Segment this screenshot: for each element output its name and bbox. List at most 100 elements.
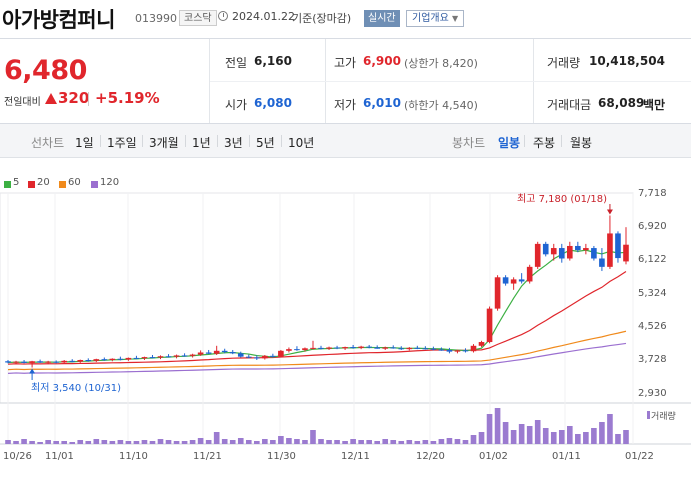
prev-day-label: 전일대비 bbox=[4, 97, 41, 108]
divider bbox=[561, 135, 562, 147]
candle-body bbox=[213, 350, 220, 354]
volume-bar bbox=[398, 441, 405, 444]
tab-candle-chart[interactable]: 봉차트 bbox=[452, 136, 486, 150]
volume-bar bbox=[133, 441, 140, 444]
market-badge: 코스닥 bbox=[179, 10, 217, 26]
volume-bars bbox=[5, 408, 629, 444]
tab-1day[interactable]: 1일 bbox=[75, 136, 94, 150]
volume-bar bbox=[157, 439, 164, 444]
candle-body bbox=[29, 361, 35, 363]
candlestick-chart[interactable] bbox=[0, 158, 691, 477]
legend-60: 60 bbox=[68, 177, 81, 188]
candle-body bbox=[173, 355, 180, 357]
volume-bar bbox=[494, 408, 501, 444]
volume-bar bbox=[591, 428, 597, 444]
volume-value: 10,418,504 bbox=[589, 54, 665, 68]
header-divider bbox=[0, 38, 691, 39]
chart-tabs: 선차트 1일 1주일 3개월 1년 3년 5년 10년 봉차트 일봉 주봉 월봉 bbox=[0, 124, 691, 158]
candle-body bbox=[262, 355, 268, 359]
candle-body bbox=[478, 342, 485, 346]
candle-body bbox=[502, 277, 509, 284]
tab-1year[interactable]: 1년 bbox=[192, 136, 211, 150]
ma120-line bbox=[7, 342, 627, 374]
volume-legend: 거래량 bbox=[651, 412, 676, 422]
volume-bar bbox=[221, 439, 228, 444]
tab-1week[interactable]: 1주일 bbox=[107, 136, 137, 150]
quote-basis: 기준(장마감) bbox=[292, 12, 352, 25]
volume-bar bbox=[253, 441, 260, 444]
candle-body bbox=[446, 349, 453, 352]
legend-swatch-120 bbox=[91, 181, 98, 188]
candle-body bbox=[117, 358, 124, 360]
candle-body bbox=[406, 347, 413, 350]
volume-bar bbox=[342, 441, 348, 444]
volume-bar bbox=[518, 424, 525, 444]
tab-line-chart[interactable]: 선차트 bbox=[31, 136, 65, 150]
price-change-pct: +5.19% bbox=[95, 89, 160, 107]
tab-10year[interactable]: 10년 bbox=[288, 136, 315, 150]
candle-body bbox=[494, 277, 501, 309]
volume-bar bbox=[205, 440, 212, 444]
volume-bar bbox=[462, 440, 469, 444]
divider bbox=[217, 135, 218, 147]
candle-body bbox=[526, 266, 533, 282]
tab-3year[interactable]: 3년 bbox=[224, 136, 243, 150]
candle-body bbox=[366, 346, 372, 348]
low-label: 저가 bbox=[334, 98, 357, 112]
volume-bar bbox=[406, 440, 413, 444]
clock-icon bbox=[218, 11, 228, 21]
tab-3month[interactable]: 3개월 bbox=[149, 136, 179, 150]
candle-body bbox=[294, 349, 300, 351]
volume-bar bbox=[85, 441, 92, 444]
company-info-dropdown[interactable]: 기업개요 ▼ bbox=[406, 10, 465, 27]
divider bbox=[281, 135, 282, 147]
volume-bar bbox=[550, 432, 557, 444]
candle-body bbox=[430, 348, 437, 350]
tab-weekly[interactable]: 주봉 bbox=[533, 136, 556, 150]
volume-bar bbox=[470, 435, 477, 444]
legend-20: 20 bbox=[37, 177, 50, 188]
open-label: 시가 bbox=[225, 98, 248, 112]
candle-body bbox=[109, 358, 116, 361]
volume-bar bbox=[430, 441, 437, 444]
candle-body bbox=[13, 361, 19, 363]
candle-body bbox=[350, 347, 356, 349]
volume-bar bbox=[286, 438, 292, 444]
volume-bar bbox=[61, 441, 68, 444]
legend-swatch-60 bbox=[59, 181, 66, 188]
company-name[interactable]: 아가방컴퍼니 bbox=[2, 8, 115, 32]
volume-bar bbox=[125, 441, 132, 444]
open-value: 6,080 bbox=[254, 96, 292, 110]
candle-body bbox=[486, 308, 493, 343]
volume-bar bbox=[358, 440, 364, 444]
y-tick: 4,526 bbox=[638, 321, 667, 332]
volume-bar bbox=[478, 432, 485, 444]
volume-bar bbox=[390, 440, 397, 444]
price-change: 320 bbox=[58, 89, 90, 107]
divider bbox=[210, 81, 691, 82]
candle-body bbox=[93, 359, 100, 361]
volume-bar bbox=[615, 434, 621, 444]
tab-5year[interactable]: 5년 bbox=[256, 136, 275, 150]
candle-body bbox=[623, 244, 629, 262]
volume-bar bbox=[13, 441, 19, 444]
ma60-line bbox=[7, 330, 627, 371]
chevron-down-icon: ▼ bbox=[452, 14, 459, 23]
candle-body bbox=[438, 349, 445, 351]
volume-bar bbox=[45, 440, 51, 444]
tab-monthly[interactable]: 월봉 bbox=[570, 136, 593, 150]
candle-body bbox=[470, 345, 477, 352]
volume-bar bbox=[69, 442, 76, 444]
volume-bar bbox=[181, 441, 188, 444]
candle-body bbox=[334, 347, 340, 349]
volume-bar bbox=[350, 439, 356, 444]
x-tick: 11/30 bbox=[267, 451, 296, 462]
candle-body bbox=[237, 353, 244, 357]
prev-close-value: 6,160 bbox=[254, 54, 292, 68]
up-arrow-icon bbox=[45, 93, 57, 104]
realtime-button[interactable]: 실시간 bbox=[364, 10, 400, 27]
volume-bar bbox=[438, 439, 445, 444]
tab-daily[interactable]: 일봉 bbox=[498, 136, 521, 150]
volume-bar bbox=[558, 430, 565, 444]
volume-bar bbox=[278, 436, 284, 444]
